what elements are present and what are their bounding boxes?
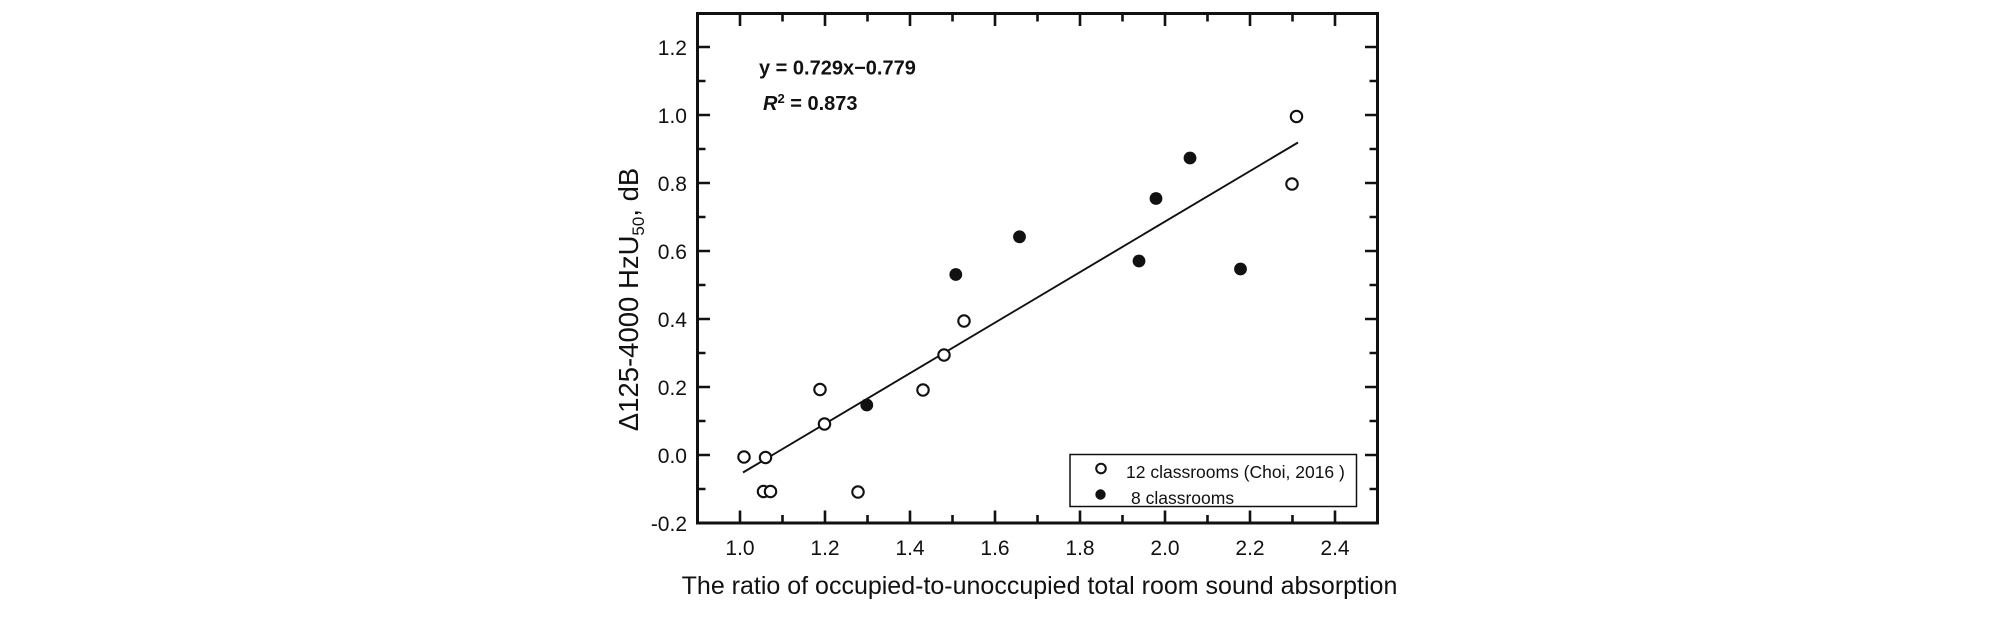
svg-text:1.8: 1.8 bbox=[1065, 537, 1094, 560]
svg-text:8 classrooms: 8 classrooms bbox=[1131, 488, 1234, 508]
svg-text:0.8: 0.8 bbox=[658, 173, 687, 196]
svg-text:1.0: 1.0 bbox=[725, 537, 754, 560]
svg-text:0.4: 0.4 bbox=[658, 309, 688, 332]
svg-text:0.2: 0.2 bbox=[658, 377, 687, 400]
svg-text:1.6: 1.6 bbox=[980, 537, 1009, 560]
svg-text:0.0: 0.0 bbox=[658, 445, 687, 468]
svg-text:y = 0.729x−0.779: y = 0.729x−0.779 bbox=[759, 58, 916, 80]
svg-text:2.0: 2.0 bbox=[1150, 537, 1179, 560]
svg-text:1.2: 1.2 bbox=[658, 37, 687, 60]
svg-text:-0.2: -0.2 bbox=[651, 513, 687, 536]
svg-text:Δ125-4000 HzU50, dB: Δ125-4000 HzU50, dB bbox=[613, 168, 648, 432]
svg-text:12 classrooms (Choi, 2016 ): 12 classrooms (Choi, 2016 ) bbox=[1126, 462, 1345, 482]
svg-text:2.2: 2.2 bbox=[1235, 537, 1264, 560]
svg-text:1.0: 1.0 bbox=[658, 105, 687, 128]
svg-text:1.4: 1.4 bbox=[895, 537, 925, 560]
svg-text:0.6: 0.6 bbox=[658, 241, 687, 264]
svg-text:2.4: 2.4 bbox=[1320, 537, 1350, 560]
svg-text:The ratio of occupied-to-unocc: The ratio of occupied-to-unoccupied tota… bbox=[682, 572, 1398, 600]
svg-text:1.2: 1.2 bbox=[810, 537, 839, 560]
svg-text:R2 = 0.873: R2 = 0.873 bbox=[763, 91, 858, 115]
